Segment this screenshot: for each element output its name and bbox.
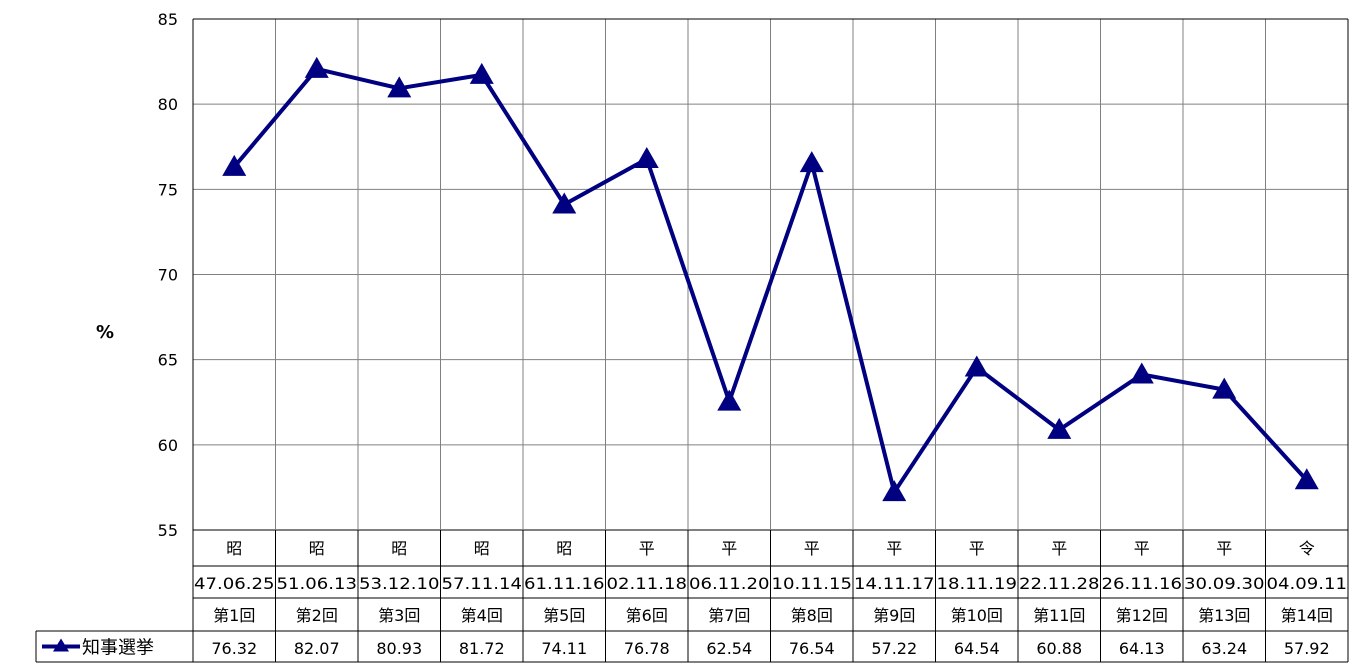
data-point-marker	[964, 355, 989, 377]
date-label: 06.11.20	[689, 574, 770, 593]
date-label: 18.11.19	[937, 574, 1018, 593]
value-label: 62.54	[706, 639, 752, 658]
round-label: 第12回	[1116, 606, 1168, 625]
round-label: 第10回	[951, 606, 1003, 625]
data-point-marker	[717, 389, 742, 411]
data-point-marker	[552, 192, 577, 214]
data-point-marker	[799, 151, 824, 173]
date-label: 57.11.14	[442, 574, 523, 593]
date-label: 51.06.13	[277, 574, 358, 593]
data-point-marker	[634, 147, 659, 169]
data-point-marker	[1047, 417, 1072, 439]
value-label: 81.72	[459, 639, 505, 658]
series-layer	[222, 56, 1319, 502]
era-label: 平	[969, 539, 985, 558]
date-label: 22.11.28	[1019, 574, 1100, 593]
data-point-marker	[222, 154, 247, 176]
era-label: 昭	[556, 539, 572, 558]
round-label: 第4回	[461, 606, 503, 625]
data-point-marker	[304, 56, 329, 78]
era-label: 平	[639, 539, 655, 558]
y-tick-label: 80	[158, 95, 178, 114]
round-label: 第9回	[873, 606, 915, 625]
round-label: 第11回	[1033, 606, 1085, 625]
era-label: 平	[804, 539, 820, 558]
y-tick-label: 85	[158, 10, 178, 29]
date-label: 04.09.11	[1267, 574, 1348, 593]
data-table: 知事選挙 昭 47.06.25 第1回 76.32 昭 51.06.13 第2回 82.07 昭 5…	[35, 530, 1349, 663]
era-label: 昭	[474, 539, 490, 558]
round-label: 第7回	[708, 606, 750, 625]
round-label: 第6回	[626, 606, 668, 625]
value-label: 76.32	[211, 639, 257, 658]
value-label: 76.78	[624, 639, 670, 658]
y-tick-label: 60	[158, 436, 178, 455]
value-label: 80.93	[376, 639, 422, 658]
y-tick-label: 65	[158, 351, 178, 370]
era-label: 平	[886, 539, 902, 558]
series-line	[232, 66, 1309, 495]
data-point-marker	[387, 76, 412, 98]
era-label: 昭	[391, 539, 407, 558]
gridlines	[192, 18, 1349, 531]
round-label: 第8回	[791, 606, 833, 625]
data-point-marker	[1129, 362, 1154, 384]
value-label: 76.54	[789, 639, 835, 658]
date-label: 10.11.15	[772, 574, 853, 593]
date-label: 26.11.16	[1102, 574, 1183, 593]
era-label: 昭	[309, 539, 325, 558]
data-point-marker	[469, 62, 494, 84]
era-label: 平	[1134, 539, 1150, 558]
era-label: 平	[1051, 539, 1067, 558]
y-tick-labels: 55 60 65 70 75 80 85	[158, 10, 178, 540]
date-label: 02.11.18	[607, 574, 688, 593]
data-point-marker	[882, 480, 907, 502]
y-axis-label: %	[96, 322, 114, 343]
data-point-marker	[1294, 468, 1319, 490]
round-label: 第5回	[543, 606, 585, 625]
date-label: 61.11.16	[524, 574, 605, 593]
round-label: 第14回	[1281, 606, 1333, 625]
value-label: 74.11	[541, 639, 587, 658]
era-label: 平	[721, 539, 737, 558]
data-point-marker	[1212, 377, 1237, 399]
era-label: 令	[1299, 539, 1315, 558]
era-label: 平	[1216, 539, 1232, 558]
value-label: 82.07	[294, 639, 340, 658]
round-label: 第2回	[296, 606, 338, 625]
value-label: 60.88	[1036, 639, 1082, 658]
y-tick-label: 75	[158, 180, 178, 199]
date-label: 53.12.10	[359, 574, 440, 593]
value-label: 64.13	[1119, 639, 1165, 658]
y-tick-label: 70	[158, 266, 178, 285]
value-label: 57.22	[871, 639, 917, 658]
round-label: 第13回	[1198, 606, 1250, 625]
value-label: 63.24	[1201, 639, 1247, 658]
date-label: 30.09.30	[1184, 574, 1265, 593]
legend-marker-triangle	[53, 638, 69, 652]
round-label: 第1回	[213, 606, 255, 625]
y-tick-label: 55	[158, 521, 178, 540]
legend-series-name: 知事選挙	[82, 638, 154, 659]
date-label: 47.06.25	[194, 574, 275, 593]
round-label: 第3回	[378, 606, 420, 625]
date-label: 14.11.17	[854, 574, 935, 593]
era-label: 昭	[226, 539, 242, 558]
value-label: 64.54	[954, 639, 1000, 658]
value-label: 57.92	[1284, 639, 1330, 658]
